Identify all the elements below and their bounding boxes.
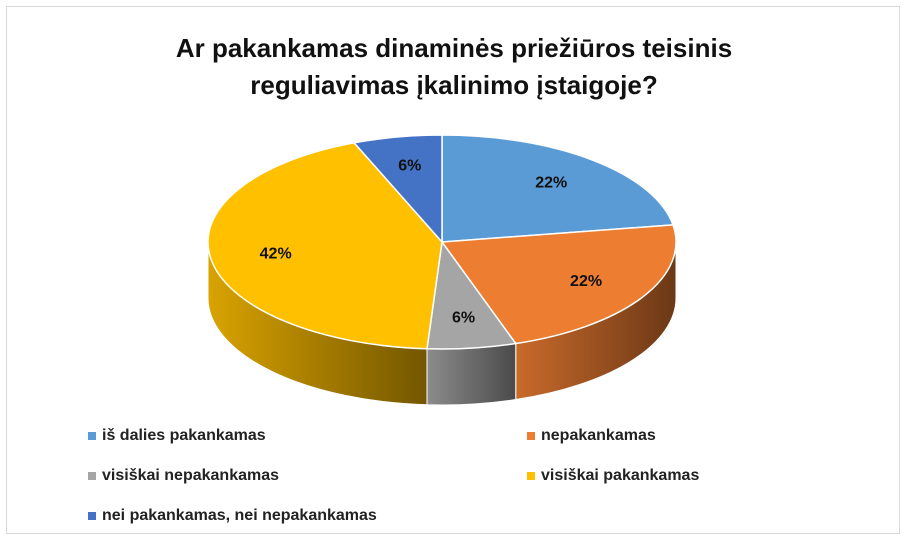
- legend-label: nei pakankamas, nei nepakankamas: [102, 507, 377, 524]
- slice: [207, 142, 443, 350]
- slice-side: [426, 342, 517, 406]
- slice: [352, 134, 443, 244]
- data-label: 42%: [260, 246, 292, 263]
- data-label: 6%: [398, 158, 421, 175]
- chart-title: Ar pakankamas dinaminės priežiūros teisi…: [175, 33, 733, 100]
- legend-swatch: [88, 432, 96, 440]
- chart-frame: [6, 6, 900, 534]
- legend-swatch: [88, 472, 96, 480]
- data-label: 22%: [570, 273, 602, 290]
- legend-label: nepakankamas: [541, 427, 656, 444]
- slice: [440, 224, 677, 345]
- legend-label: visiškai nepakankamas: [102, 467, 279, 484]
- legend-label: iš dalies pakankamas: [102, 427, 266, 444]
- legend-swatch: [527, 472, 535, 480]
- legend-swatch: [527, 432, 535, 440]
- data-label: 22%: [535, 175, 567, 192]
- legend-label: visiškai pakankamas: [541, 467, 699, 484]
- data-label: 6%: [452, 310, 475, 327]
- legend-swatch: [88, 512, 96, 520]
- slice: [441, 134, 675, 243]
